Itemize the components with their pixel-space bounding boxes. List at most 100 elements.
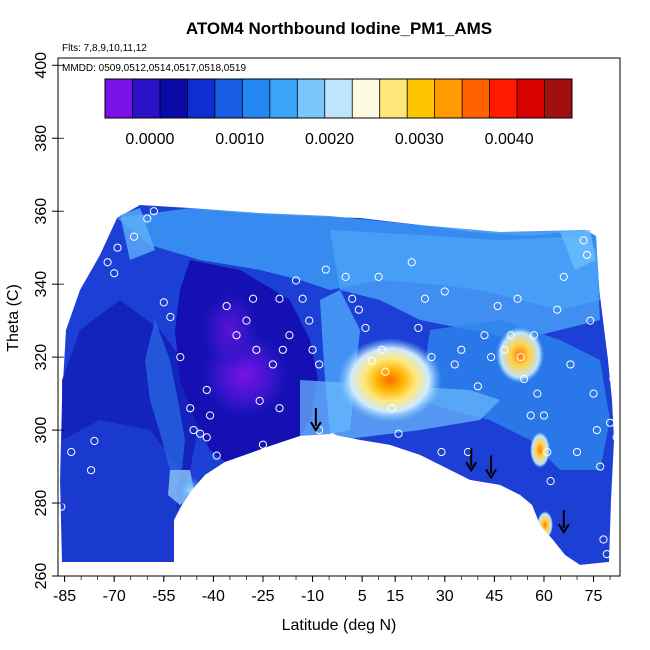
observation-point	[516, 353, 525, 362]
observation-point	[328, 433, 337, 442]
observation-point	[486, 353, 496, 362]
dates-label: MMDD: 0509,0512,0514,0517,0518,0519	[62, 63, 246, 74]
observation-point	[354, 305, 363, 314]
observation-point	[559, 272, 568, 281]
observation-point	[506, 331, 516, 340]
observation-point	[278, 345, 287, 354]
observation-point	[90, 436, 99, 446]
observation-point	[219, 466, 228, 475]
observation-point	[149, 207, 158, 216]
y-tick-label: 260	[33, 563, 50, 590]
x-tick-label: -70	[103, 588, 126, 605]
observation-point	[420, 294, 430, 303]
observation-point	[86, 466, 96, 475]
observation-point	[599, 535, 608, 544]
observation-point	[387, 404, 396, 413]
observation-point	[113, 243, 122, 252]
observation-point	[450, 360, 459, 369]
observation-point	[308, 345, 317, 354]
observation-point	[546, 477, 555, 486]
x-tick-label: 45	[485, 588, 503, 605]
observation-point	[361, 323, 370, 333]
observation-point	[526, 411, 535, 420]
observation-point	[298, 294, 307, 303]
observation-point	[202, 433, 211, 442]
colorbar-swatch	[324, 79, 353, 118]
flights-label: Flts: 7,8,9,10,11,12	[62, 43, 147, 54]
observation-point	[275, 294, 284, 303]
observation-point	[520, 374, 529, 384]
observation-point	[414, 323, 423, 333]
observation-point	[67, 447, 76, 457]
observation-point	[321, 265, 330, 274]
observation-point	[407, 258, 416, 267]
y-tick-label: 340	[33, 271, 50, 298]
colorbar: 0.0000 0.0010 0.0020 0.0030 0.0040	[104, 78, 573, 148]
observation-point	[189, 425, 198, 435]
colorbar-swatch	[434, 79, 463, 118]
observation-point	[381, 367, 390, 376]
observation-point	[285, 331, 294, 340]
observation-point	[196, 429, 205, 438]
colorbar-swatch	[297, 79, 326, 118]
chart-title: ATOM4 Northbound Iodine_PM1_AMS	[186, 19, 492, 38]
observation-point	[529, 331, 539, 340]
observation-point	[579, 236, 588, 245]
observation-point	[513, 294, 522, 303]
observation-point	[427, 353, 436, 362]
observation-point	[539, 411, 549, 420]
observation-point	[275, 404, 284, 413]
observation-point	[602, 550, 611, 559]
observation-point	[473, 382, 482, 391]
colorbar-swatch	[214, 79, 243, 118]
observation-point	[586, 316, 595, 325]
x-tick-label: 75	[585, 588, 603, 605]
observation-point	[543, 447, 552, 457]
observation-point	[255, 396, 264, 406]
x-tick-label: 5	[358, 588, 367, 605]
observation-point	[457, 345, 466, 354]
observation-point	[582, 250, 592, 260]
y-tick-label: 300	[33, 417, 50, 444]
observation-points	[57, 207, 621, 559]
observation-point	[609, 374, 618, 384]
colorbar-swatch	[105, 79, 133, 118]
y-axis-label: Theta (C)	[5, 284, 22, 352]
observation-point	[159, 298, 168, 307]
arrow-markers	[310, 408, 570, 535]
plot-frame	[57, 57, 621, 577]
colorbar-swatch	[132, 79, 161, 118]
x-tick-label: 15	[386, 588, 404, 605]
y-tick-label: 400	[33, 52, 50, 79]
observation-point	[480, 331, 489, 340]
observation-point	[291, 276, 301, 285]
observation-point	[202, 385, 211, 395]
observation-point	[596, 462, 605, 471]
observation-point	[553, 305, 562, 314]
x-tick-label: -55	[152, 588, 175, 605]
observation-point	[268, 360, 277, 369]
observation-point	[252, 345, 261, 354]
colorbar-swatch	[462, 79, 491, 118]
colorbar-swatch	[187, 79, 216, 118]
colorbar-tick-label: 0.0030	[395, 131, 444, 148]
observation-point	[437, 447, 446, 457]
x-tick-label: -10	[301, 588, 324, 605]
colorbar-swatch	[242, 79, 271, 118]
y-tick-label: 380	[33, 125, 50, 152]
observation-point	[77, 261, 86, 271]
y-tick-label: 280	[33, 490, 50, 517]
observation-point	[176, 353, 185, 362]
observation-point	[394, 429, 403, 438]
colorbar-tick-label: 0.0000	[125, 131, 174, 148]
observation-point	[57, 323, 66, 333]
observation-point	[315, 360, 324, 369]
observation-point	[242, 316, 251, 325]
observation-point	[143, 214, 152, 223]
y-axis: 260 280 300 320 340 360 380 400	[33, 52, 64, 590]
arrow-marker	[557, 510, 570, 535]
observation-point	[572, 447, 582, 457]
colorbar-swatch	[517, 79, 546, 118]
colorbar-swatch	[159, 79, 188, 118]
observation-point	[605, 418, 615, 427]
